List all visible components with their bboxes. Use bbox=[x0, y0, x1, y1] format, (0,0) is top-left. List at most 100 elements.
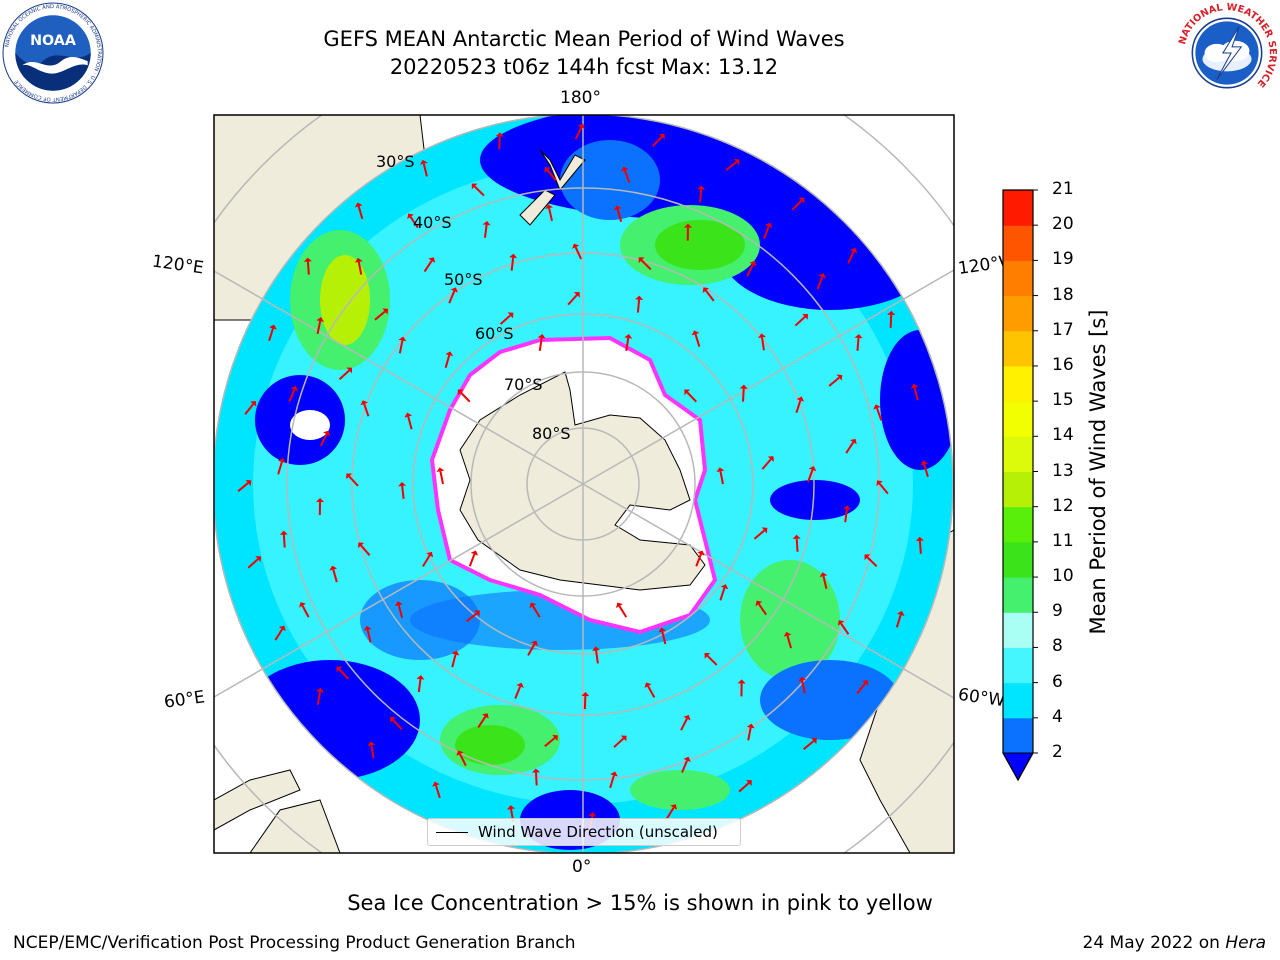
wave-direction-arrowhead bbox=[394, 601, 403, 607]
wave-direction-arrowhead bbox=[537, 334, 546, 339]
colorbar-tick-label: 12 bbox=[1052, 495, 1074, 516]
wave-direction-arrow bbox=[795, 400, 802, 414]
wave-direction-arrowhead bbox=[509, 253, 518, 259]
wave-direction-arrow bbox=[548, 207, 553, 222]
wave-direction-arrow bbox=[392, 719, 403, 731]
wave-direction-arrow bbox=[544, 737, 556, 748]
wave-direction-arrowhead bbox=[316, 687, 324, 693]
colorbar-segment bbox=[1003, 436, 1033, 472]
wave-direction-arrow bbox=[370, 745, 375, 759]
wave-direction-arrow bbox=[422, 554, 431, 567]
wave-direction-arrow bbox=[574, 126, 583, 140]
wave-direction-arrow bbox=[268, 328, 274, 342]
wave-direction-arrowhead bbox=[577, 123, 585, 129]
wave-direction-arrow bbox=[828, 376, 840, 387]
wave-direction-arrowhead bbox=[613, 205, 622, 211]
wave-direction-arrow bbox=[803, 740, 815, 750]
wave-direction-arrow bbox=[374, 310, 386, 321]
wave-direction-arrow bbox=[422, 163, 428, 177]
wave-direction-arrow bbox=[417, 678, 422, 693]
colorbar-segment bbox=[1003, 577, 1033, 613]
wave-direction-arrowhead bbox=[516, 682, 524, 689]
wave-direction-arrowhead bbox=[588, 812, 597, 817]
colorbar-tick-label: 19 bbox=[1052, 249, 1074, 270]
wave-direction-arrow bbox=[694, 333, 701, 347]
wave-direction-arrowhead bbox=[635, 295, 644, 300]
wave-direction-arrow bbox=[466, 612, 478, 623]
lat-label-70s: 70°S bbox=[504, 375, 543, 394]
wave-direction-arrow bbox=[306, 261, 310, 275]
wave-direction-arrow bbox=[498, 136, 501, 150]
wave-direction-arrowhead bbox=[592, 646, 601, 652]
wave-direction-arrowhead bbox=[432, 781, 440, 787]
wave-direction-arrow bbox=[532, 605, 541, 618]
colorbar-tick-label: 11 bbox=[1052, 530, 1074, 551]
wave-direction-arrow bbox=[319, 433, 328, 447]
wave-direction-arrow bbox=[699, 189, 703, 203]
colorbar-tick-label: 18 bbox=[1052, 284, 1074, 305]
lon-label-0: 0° bbox=[572, 857, 592, 877]
wave-direction-arrowhead bbox=[621, 166, 629, 172]
wave-direction-arrow bbox=[398, 340, 404, 354]
wave-direction-arrow bbox=[301, 605, 310, 618]
wave-direction-arrow bbox=[363, 403, 370, 417]
colorbar-segment bbox=[1003, 647, 1033, 684]
wave-direction-arrow bbox=[844, 509, 848, 523]
wave-direction-arrow bbox=[918, 540, 922, 554]
wave-direction-arrowhead bbox=[346, 473, 353, 480]
nws-logo: NATIONAL WEATHER SERVICE bbox=[1177, 2, 1278, 103]
wave-direction-arrow bbox=[665, 807, 675, 820]
wave-direction-arrowhead bbox=[470, 550, 479, 556]
colorbar-tick-label: 9 bbox=[1052, 601, 1063, 622]
wave-direction-arrowhead bbox=[720, 584, 729, 590]
sea-ice-note: Sea Ice Concentration > 15% is shown in … bbox=[347, 891, 933, 915]
wave-direction-arrow bbox=[567, 294, 578, 306]
colorbar-segment bbox=[1003, 260, 1033, 297]
wave-direction-arrowhead bbox=[456, 750, 464, 756]
map-legend: Wind Wave Direction (unscaled) bbox=[427, 818, 741, 846]
svg-text:NOAA: NOAA bbox=[30, 33, 76, 49]
new-zealand-land bbox=[519, 149, 586, 226]
wave-direction-arrow bbox=[706, 655, 718, 666]
colorbar-tick-label: 21 bbox=[1052, 179, 1074, 199]
wave-direction-arrowhead bbox=[873, 404, 881, 410]
wave-direction-arrow bbox=[357, 261, 363, 275]
wave-direction-arrow bbox=[609, 775, 615, 789]
wave-direction-arrowhead bbox=[691, 330, 700, 336]
wave-direction-arrowhead bbox=[581, 692, 590, 697]
wave-direction-arrowhead bbox=[482, 220, 491, 226]
wave-direction-arrowhead bbox=[796, 396, 805, 402]
wave-direction-arrowhead bbox=[545, 204, 553, 210]
wave-direction-arrowhead bbox=[850, 438, 857, 445]
wave-direction-arrow bbox=[652, 136, 663, 147]
wave-direction-arrowhead bbox=[764, 222, 773, 228]
wave-direction-arrow bbox=[510, 257, 515, 271]
wave-direction-arrowhead bbox=[798, 676, 807, 682]
wave-direction-arrow bbox=[439, 471, 444, 485]
wave-direction-arrowhead bbox=[811, 737, 817, 745]
colorbar-tick-label: 8 bbox=[1052, 636, 1063, 657]
wave-direction-arrowhead bbox=[749, 260, 757, 267]
wave-direction-arrow bbox=[401, 485, 405, 499]
wave-direction-arrowhead bbox=[716, 467, 725, 473]
wave-direction-arrow bbox=[444, 354, 451, 368]
wave-direction-arrowhead bbox=[298, 602, 307, 608]
colorbar-tick-label: 4 bbox=[1052, 706, 1063, 727]
wave-direction-arrow bbox=[747, 727, 752, 741]
wave-direction-arrow bbox=[856, 682, 867, 695]
wave-direction-arrow bbox=[338, 668, 350, 680]
wave-direction-arrowhead bbox=[354, 257, 363, 263]
wave-direction-arrow bbox=[719, 587, 726, 601]
wave-direction-arrowhead bbox=[704, 652, 711, 659]
wave-direction-arrowhead bbox=[896, 610, 905, 616]
wave-direction-arrowhead bbox=[360, 400, 368, 406]
wave-direction-arrowhead bbox=[445, 351, 454, 357]
legend-label: Wind Wave Direction (unscaled) bbox=[478, 823, 718, 841]
colorbar-tick-label: 2 bbox=[1052, 742, 1063, 762]
wave-direction-arrowhead bbox=[755, 600, 763, 607]
wave-direction-arrow bbox=[719, 471, 724, 485]
wave-direction-arrow bbox=[794, 316, 806, 327]
wave-direction-arrowhead bbox=[670, 804, 678, 810]
wave-direction-arrow bbox=[923, 464, 929, 478]
